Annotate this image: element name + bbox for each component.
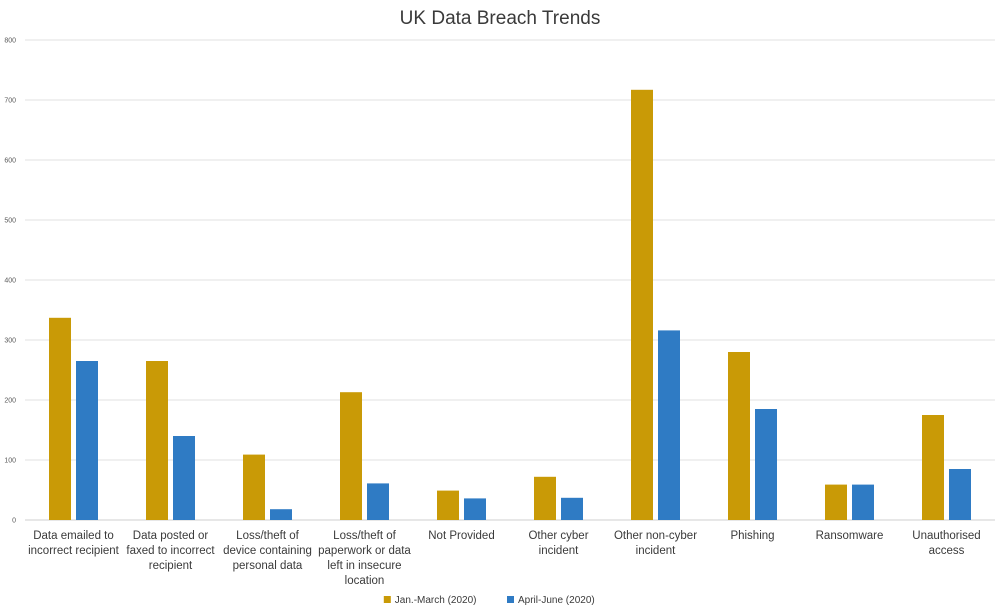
bar-jan-march: [728, 352, 750, 520]
y-tick-label: 400: [4, 278, 16, 285]
bar-april-june: [76, 361, 98, 520]
x-tick-label: Ransomware: [816, 530, 884, 542]
bar-april-june: [658, 330, 680, 520]
bar-april-june: [367, 483, 389, 520]
legend-swatch: [507, 596, 514, 603]
bar-april-june: [270, 509, 292, 520]
y-tick-label: 0: [12, 518, 16, 525]
y-tick-label: 200: [4, 398, 16, 405]
y-tick-label: 100: [4, 458, 16, 465]
x-tick-label: Not Provided: [428, 530, 494, 542]
x-tick-label: Data emailed to incorrect recipient: [28, 530, 120, 557]
legend-label: Jan.-March (2020): [395, 595, 477, 606]
bar-jan-march: [243, 454, 265, 520]
y-tick-label: 600: [4, 158, 16, 165]
legend-label: April-June (2020): [518, 595, 595, 606]
bar-jan-march: [437, 490, 459, 520]
y-tick-label: 300: [4, 338, 16, 345]
legend-swatch: [383, 596, 391, 603]
y-tick-label: 700: [4, 98, 16, 105]
gridlines: [25, 39, 995, 521]
x-tick-label: Loss/theft of device containing personal d…: [223, 530, 312, 572]
x-tick-label: Loss/theft of paperwork or data left in in…: [318, 530, 411, 587]
x-tick-label: Other non-cyber incident: [614, 530, 697, 557]
x-tick-label: Data posted or faxed to incorrect recipien…: [126, 530, 215, 572]
bar-april-june: [464, 498, 486, 520]
bar-april-june: [949, 469, 971, 520]
chart-title: UK Data Breach Trends: [400, 8, 601, 29]
bars: [49, 89, 971, 521]
bar-jan-march: [146, 361, 168, 520]
bar-jan-march: [534, 476, 556, 520]
bar-jan-march: [631, 89, 653, 521]
x-tick-label: Other cyber incident: [528, 530, 588, 557]
y-tick-label: 500: [4, 218, 16, 225]
bar-jan-march: [49, 317, 71, 520]
y-tick-label: 800: [4, 38, 16, 45]
bar-jan-march: [825, 484, 847, 520]
bar-jan-march: [922, 415, 944, 520]
y-axis-ticks: 0 100 200 300 400 500 600 700 800: [4, 38, 16, 525]
bar-april-june: [852, 484, 874, 520]
bar-jan-march: [340, 392, 362, 520]
x-tick-label: Unauthorised access: [912, 530, 980, 557]
x-tick-label: Phishing: [730, 530, 774, 542]
bar-april-june: [755, 409, 777, 520]
bar-april-june: [173, 436, 195, 520]
bar-april-june: [561, 497, 583, 520]
legend: Jan.-March (2020) April-June (2020): [383, 595, 595, 606]
